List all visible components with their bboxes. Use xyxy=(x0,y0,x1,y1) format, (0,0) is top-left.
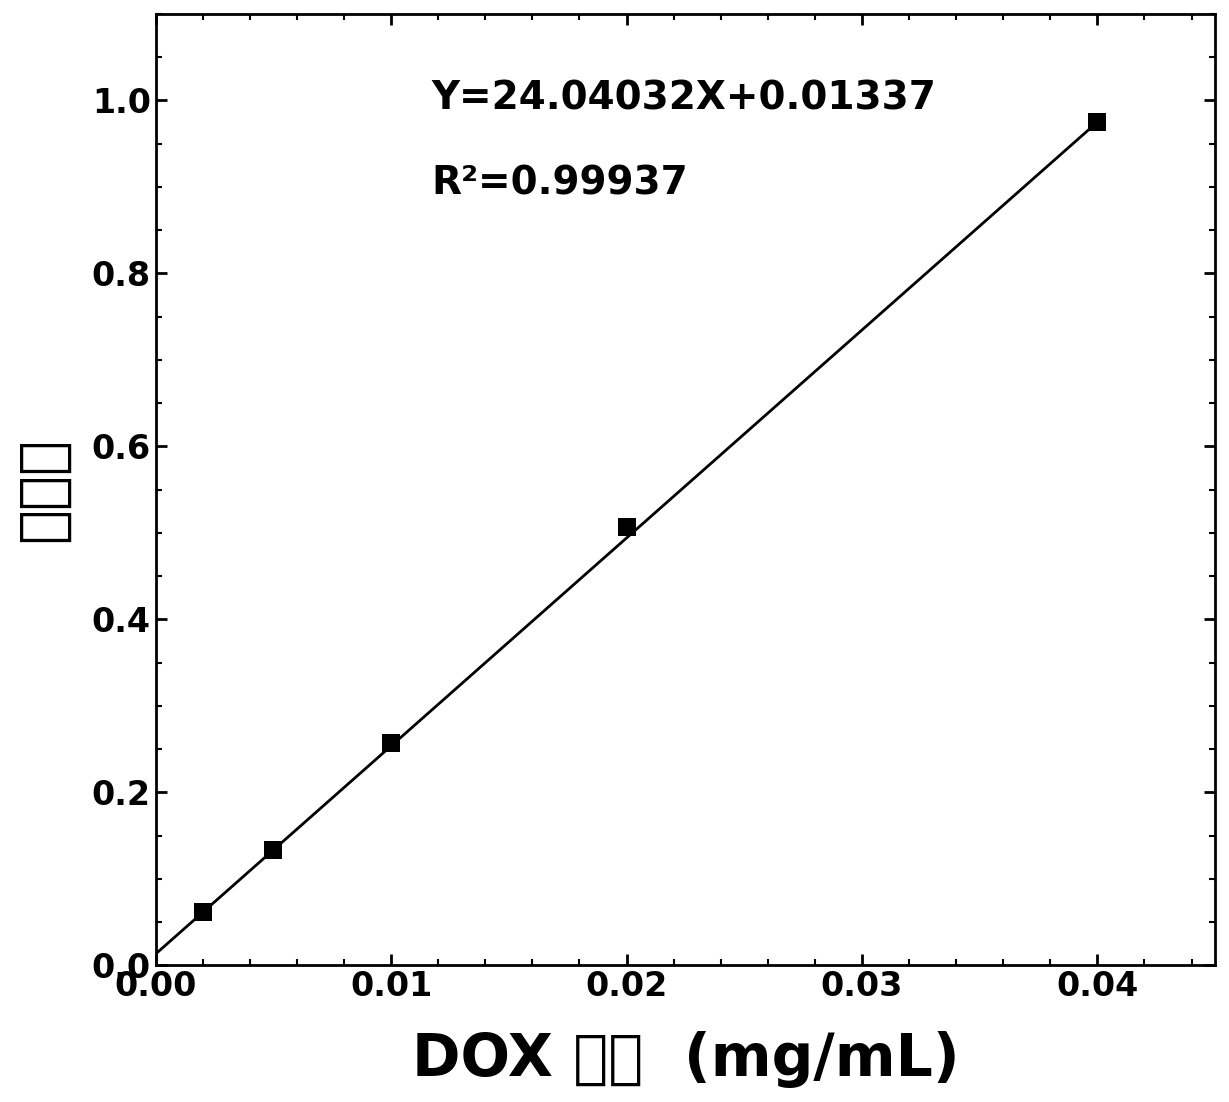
Y-axis label: 吸光度: 吸光度 xyxy=(14,437,71,542)
Text: R²=0.99937: R²=0.99937 xyxy=(431,164,688,203)
Text: Y=24.04032X+0.01337: Y=24.04032X+0.01337 xyxy=(431,79,936,117)
X-axis label: DOX 浓度  (mg/mL): DOX 浓度 (mg/mL) xyxy=(412,1031,959,1088)
Point xyxy=(263,842,283,860)
Point xyxy=(381,734,401,752)
Point xyxy=(617,518,637,536)
Point xyxy=(193,903,213,920)
Point xyxy=(1088,114,1107,131)
